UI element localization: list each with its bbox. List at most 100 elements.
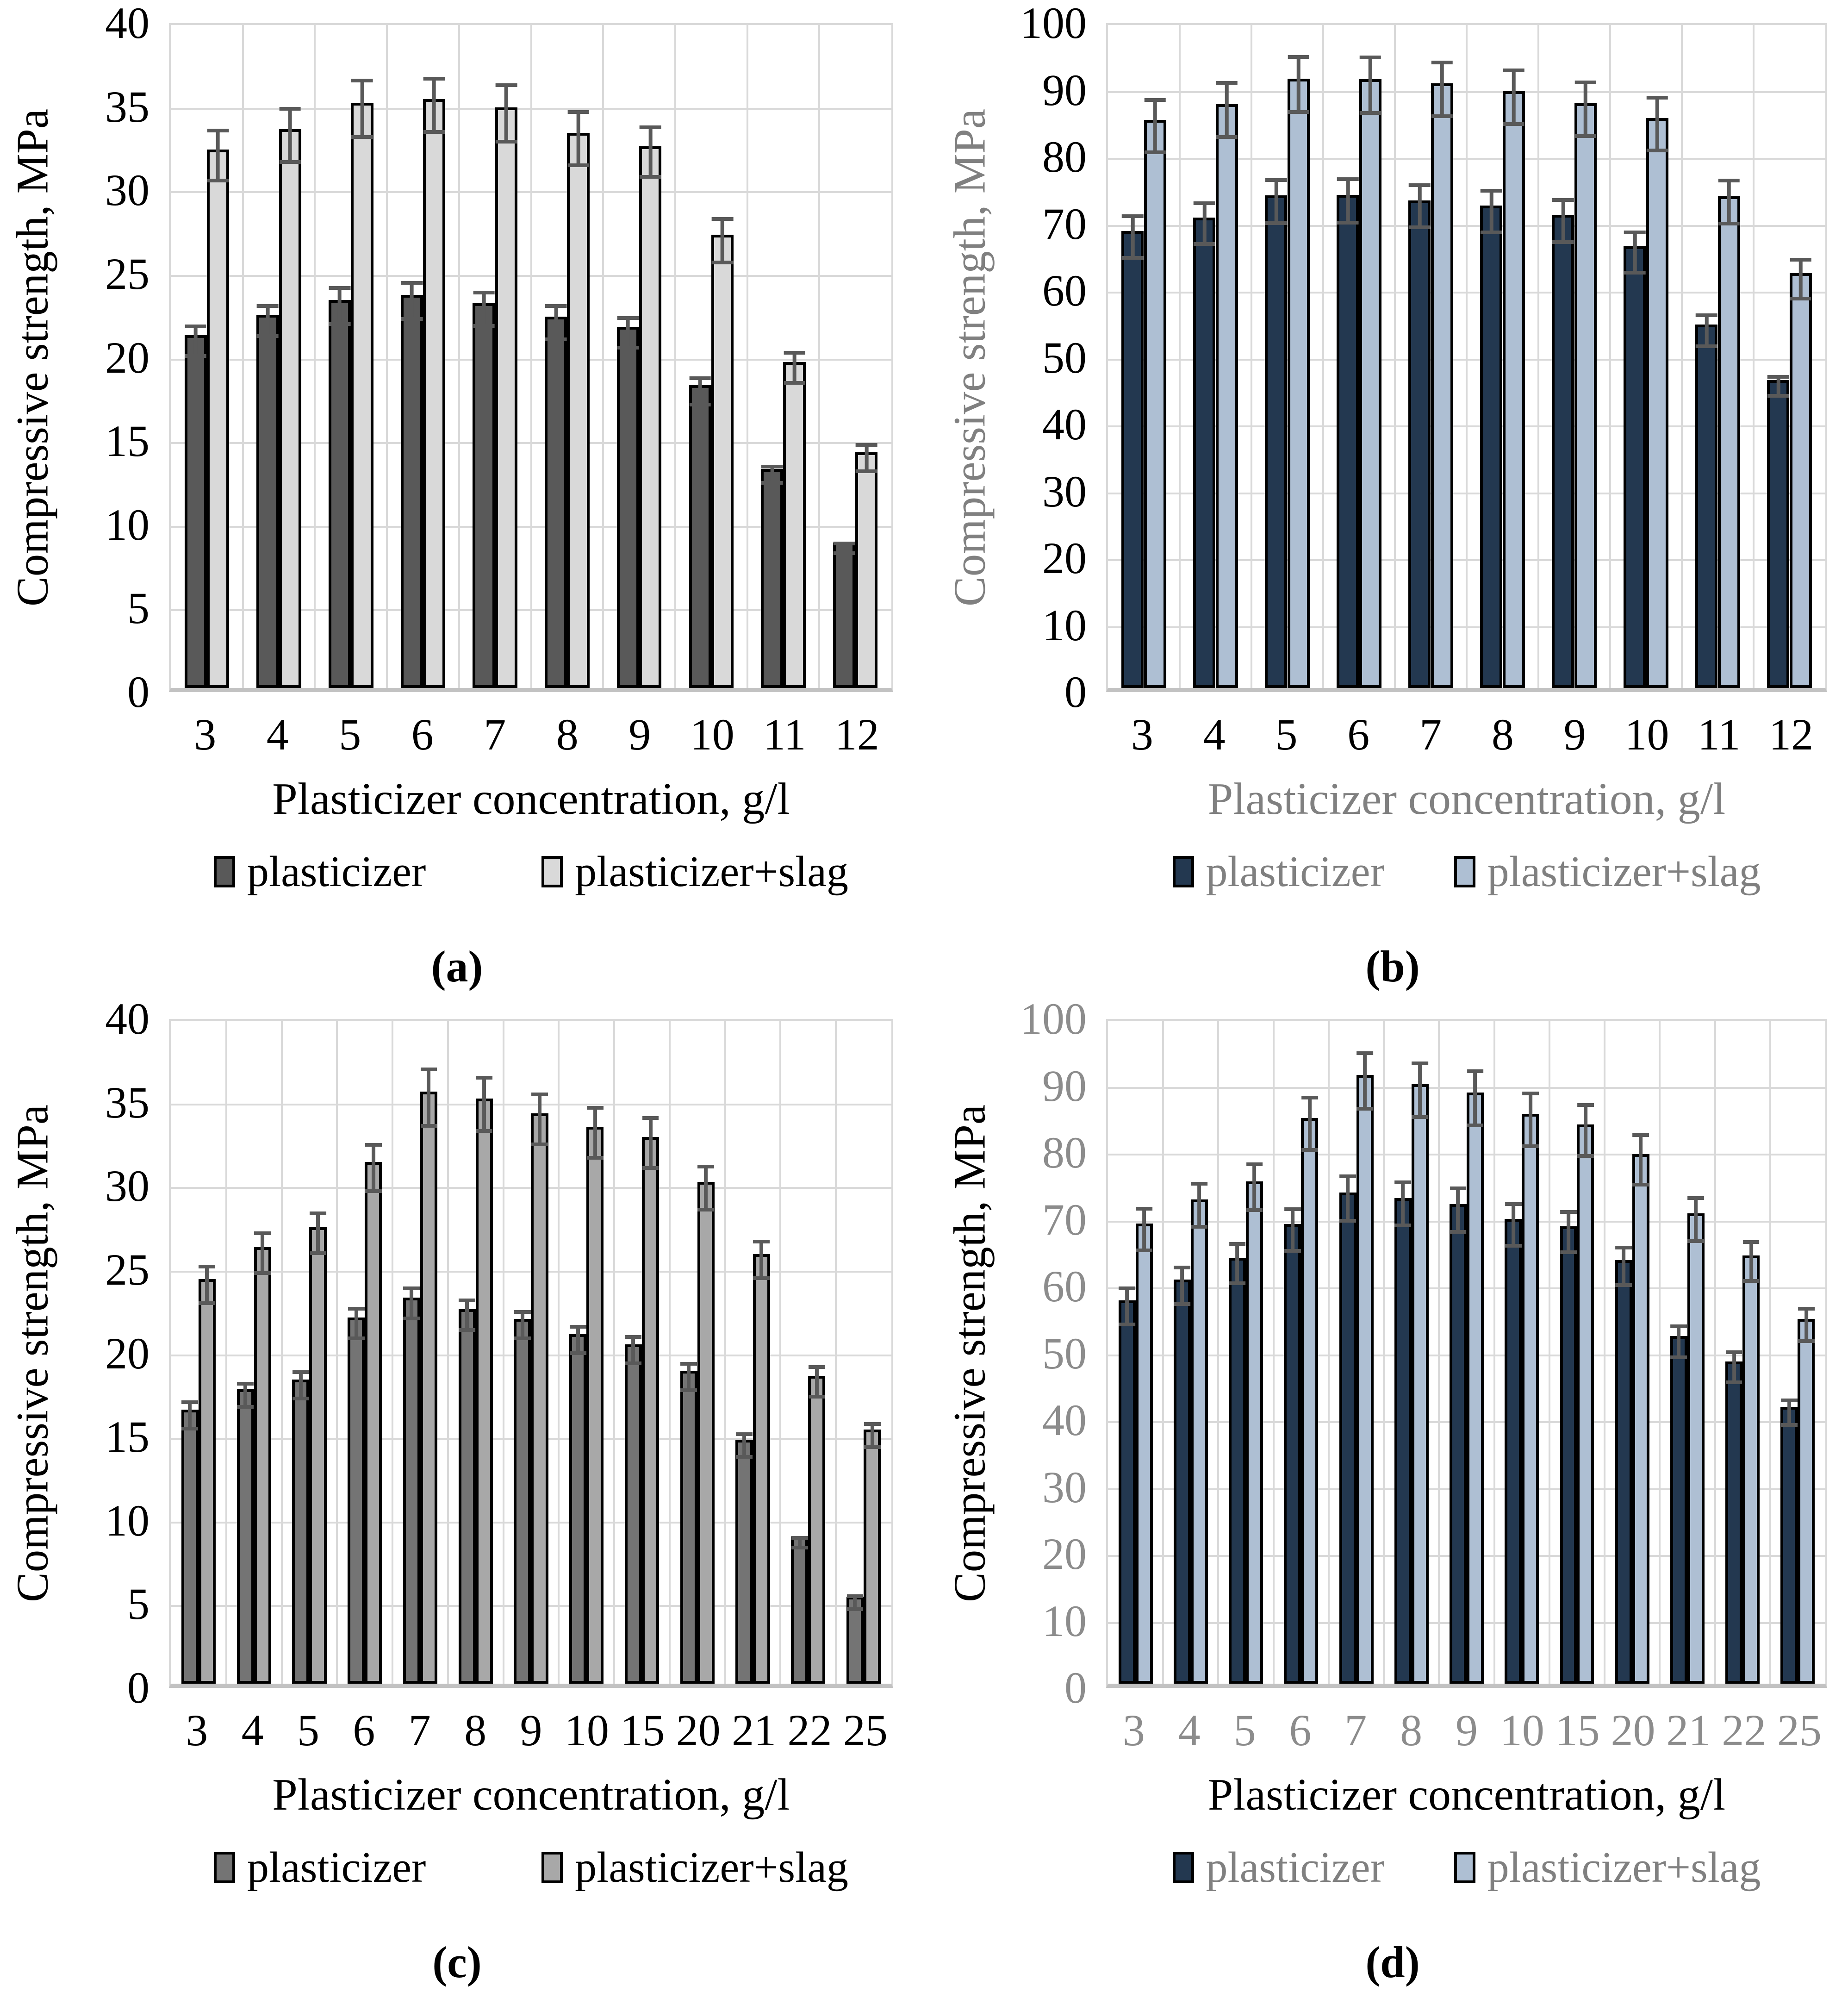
error-bar — [1144, 98, 1166, 154]
x-tick-label: 8 — [1491, 710, 1514, 759]
legend-swatch-icon — [1454, 1851, 1475, 1883]
gridline-vertical — [530, 25, 532, 688]
error-bar-cap-bottom — [310, 1251, 326, 1255]
x-axis-title: Plasticizer concentration, g/l — [1207, 774, 1726, 824]
bar-plasticizer-slag — [1789, 273, 1812, 688]
error-bar-line — [371, 1143, 375, 1193]
bar-plasticizer-slag — [365, 1161, 382, 1684]
bar-plasticizer-slag — [1215, 104, 1238, 688]
bar-plasticizer — [1780, 1406, 1798, 1684]
error-bar-cap-bottom — [545, 337, 567, 341]
error-bar-cap-bottom — [1615, 1283, 1632, 1287]
panel-caption: (a) — [431, 941, 483, 991]
bar-plasticizer-slag — [1646, 118, 1668, 688]
bar-plasticizer — [1339, 1193, 1356, 1684]
error-bar — [1505, 1202, 1522, 1248]
y-tick-label: 30 — [1042, 1462, 1087, 1512]
error-bar — [1522, 1092, 1539, 1148]
panel-caption: (d) — [1365, 1937, 1420, 1987]
error-bar — [1119, 1286, 1136, 1327]
error-bar-line — [1440, 60, 1444, 118]
x-tick-label: 8 — [1400, 1705, 1423, 1755]
category-group — [1770, 1021, 1825, 1684]
bar-plasticizer-slag — [198, 1279, 216, 1684]
error-bar — [1122, 214, 1144, 260]
legend-label: plasticizer+slag — [1487, 1843, 1761, 1892]
error-bar — [1216, 81, 1238, 139]
bar-plasticizer — [833, 542, 856, 688]
error-bar-cap-bottom — [1670, 1355, 1687, 1360]
error-bar-cap-bottom — [1467, 1123, 1484, 1127]
category-group — [282, 1021, 337, 1684]
error-bar-cap-bottom — [292, 1397, 309, 1401]
x-tick-label: 11 — [1698, 710, 1741, 759]
x-axis-ticks: 3 4 5 6 7 8 9 10 15 20 21 22 25 — [1106, 1702, 1827, 1753]
error-bar-cap-bottom — [1696, 344, 1717, 348]
error-bar-cap-bottom — [1246, 1208, 1263, 1212]
gridline-horizontal — [1108, 1354, 1825, 1356]
x-tick-label: 4 — [241, 1705, 264, 1755]
y-tick-label: 80 — [1042, 132, 1087, 181]
error-bar-cap-bottom — [237, 1405, 254, 1409]
error-bar — [1767, 375, 1789, 398]
gridline-vertical — [392, 1021, 394, 1684]
x-axis-title: Plasticizer concentration, g/l — [1207, 1770, 1726, 1820]
error-bar — [1687, 1196, 1705, 1243]
error-bar-line — [482, 1076, 486, 1133]
error-bar-line — [576, 110, 580, 168]
gridline-vertical — [724, 1021, 726, 1684]
error-bar-line — [1131, 214, 1135, 260]
error-bar-cap-bottom — [1505, 1243, 1522, 1248]
error-bar-cap-bottom — [639, 175, 661, 179]
error-bar-line — [216, 128, 220, 182]
error-bar-line — [1749, 1240, 1753, 1283]
bar-plasticizer-slag — [254, 1247, 271, 1684]
error-bar-line — [1142, 1206, 1146, 1252]
error-bar — [642, 1116, 659, 1170]
bar-plasticizer — [680, 1371, 697, 1684]
error-bar-cap-bottom — [711, 260, 734, 264]
error-bar-cap-bottom — [567, 163, 589, 168]
error-bar-line — [720, 217, 724, 264]
error-bar-line — [288, 107, 292, 164]
bar-plasticizer — [1450, 1204, 1467, 1684]
error-bar-line — [1705, 313, 1709, 348]
y-tick-label: 40 — [105, 0, 149, 48]
y-tick-label: 60 — [1042, 266, 1087, 315]
error-bar-cap-bottom — [1359, 111, 1381, 115]
bar-plasticizer-slag — [567, 132, 590, 688]
error-bar — [1284, 1207, 1301, 1253]
error-bar-cap-bottom — [1577, 1154, 1594, 1158]
error-bar-cap-bottom — [1687, 1239, 1705, 1243]
error-bar — [1624, 230, 1646, 275]
error-bar-cap-bottom — [736, 1455, 753, 1459]
error-bar-line — [1512, 68, 1516, 126]
bar-plasticizer-slag — [1301, 1118, 1319, 1684]
bar-plasticizer — [624, 1344, 642, 1684]
error-bar — [1246, 1162, 1263, 1212]
category-group — [1610, 25, 1682, 688]
x-axis-title: Plasticizer concentration, g/l — [272, 774, 790, 824]
category-group — [448, 1021, 504, 1684]
category-group — [1329, 1021, 1384, 1684]
error-bar — [423, 76, 445, 134]
error-bar-cap-bottom — [864, 1445, 881, 1449]
error-bar-cap-bottom — [1216, 135, 1238, 139]
error-bar-cap-bottom — [1339, 1219, 1356, 1223]
error-bar-line — [648, 125, 653, 179]
x-tick-label: 8 — [464, 1705, 487, 1755]
error-bar-line — [770, 465, 774, 485]
gridline-vertical — [1493, 1021, 1495, 1684]
error-bar-cap-bottom — [808, 1395, 825, 1399]
error-bar-line — [432, 76, 436, 134]
y-tick-label: 10 — [1042, 1596, 1087, 1646]
error-bar-line — [1787, 1399, 1791, 1427]
bar-plasticizer — [791, 1536, 809, 1684]
category-group — [337, 1021, 392, 1684]
error-bar — [237, 1382, 254, 1409]
bar-plasticizer-slag — [1798, 1319, 1815, 1684]
error-bar — [1798, 1307, 1815, 1343]
error-bar-cap-bottom — [1481, 231, 1502, 235]
error-bar-line — [626, 316, 630, 350]
category-group — [387, 25, 459, 688]
